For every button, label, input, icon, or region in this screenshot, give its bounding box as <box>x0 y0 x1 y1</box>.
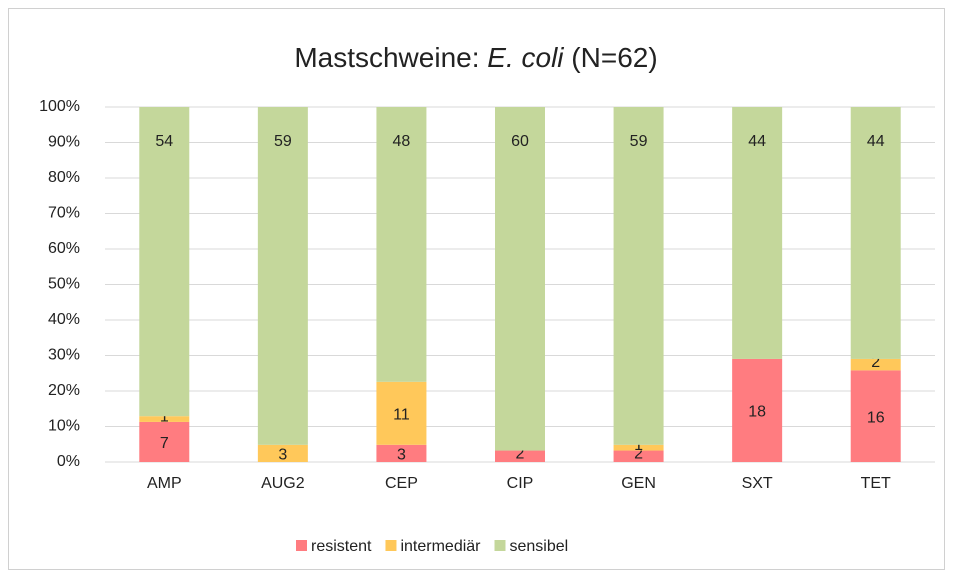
y-tick-label: 90% <box>48 134 80 151</box>
x-tick-label: AUG2 <box>261 475 305 492</box>
bar-segment <box>376 444 427 462</box>
data-label: 3 <box>278 447 287 464</box>
data-label: 2 <box>871 354 880 371</box>
bar-segment <box>850 107 901 359</box>
data-label: 60 <box>511 133 529 150</box>
data-label: 59 <box>630 133 648 150</box>
data-label: 16 <box>867 409 885 426</box>
bar-segment <box>613 444 664 451</box>
data-label: 1 <box>160 408 169 425</box>
y-tick-label: 30% <box>48 347 80 364</box>
y-tick-label: 60% <box>48 240 80 257</box>
y-tick-label: 70% <box>48 205 80 222</box>
bar-segment <box>495 107 545 451</box>
bar-segment <box>139 107 190 417</box>
x-tick-label: TET <box>861 475 891 492</box>
bar-segment <box>613 107 664 445</box>
data-label: 18 <box>748 404 766 421</box>
title-part: (N=62) <box>564 42 658 73</box>
legend-label: intermediär <box>400 538 481 555</box>
title-part: Mastschweine: <box>294 42 487 73</box>
data-label: 1 <box>634 437 643 454</box>
data-label: 11 <box>393 407 410 424</box>
y-tick-label: 50% <box>48 276 80 293</box>
bar-segment <box>257 107 308 445</box>
bar-segment <box>495 450 545 462</box>
legend-swatch <box>385 540 397 551</box>
data-label: 48 <box>393 133 411 150</box>
y-tick-label: 20% <box>48 382 80 399</box>
bar-segment <box>850 370 901 462</box>
bar-segment <box>850 358 901 371</box>
bar-segment <box>732 358 783 462</box>
y-tick-label: 80% <box>48 169 80 186</box>
y-tick-label: 10% <box>48 418 80 435</box>
y-tick-label: 0% <box>57 453 80 470</box>
y-tick-label: 40% <box>48 311 80 328</box>
chart-title: Mastschweine: E. coli (N=62) <box>294 42 657 73</box>
data-label: 3 <box>397 447 406 464</box>
y-tick-label: 100% <box>39 98 80 115</box>
data-label: 2 <box>516 445 525 462</box>
bar-segment <box>376 107 427 382</box>
data-label: 7 <box>160 435 169 452</box>
bar-segment <box>139 416 190 422</box>
bar-segment <box>257 444 308 462</box>
x-tick-label: CIP <box>507 475 534 492</box>
legend-label: sensibel <box>510 538 569 555</box>
legend-swatch <box>494 540 506 551</box>
x-tick-label: GEN <box>621 475 656 492</box>
x-tick-label: SXT <box>742 475 773 492</box>
data-label: 44 <box>867 133 885 150</box>
bar-segment <box>613 450 664 462</box>
bar-segment <box>732 107 783 359</box>
bar-segment <box>139 421 190 462</box>
data-label: 2 <box>634 445 643 462</box>
data-label: 44 <box>748 133 766 150</box>
x-tick-label: CEP <box>385 475 418 492</box>
legend-swatch <box>296 540 307 551</box>
x-tick-label: AMP <box>147 475 182 492</box>
title-part: E. coli <box>487 42 564 73</box>
legend-label: resistent <box>311 538 372 555</box>
bar-segment <box>376 381 427 445</box>
data-label: 59 <box>274 133 292 150</box>
data-label: 54 <box>155 133 173 150</box>
